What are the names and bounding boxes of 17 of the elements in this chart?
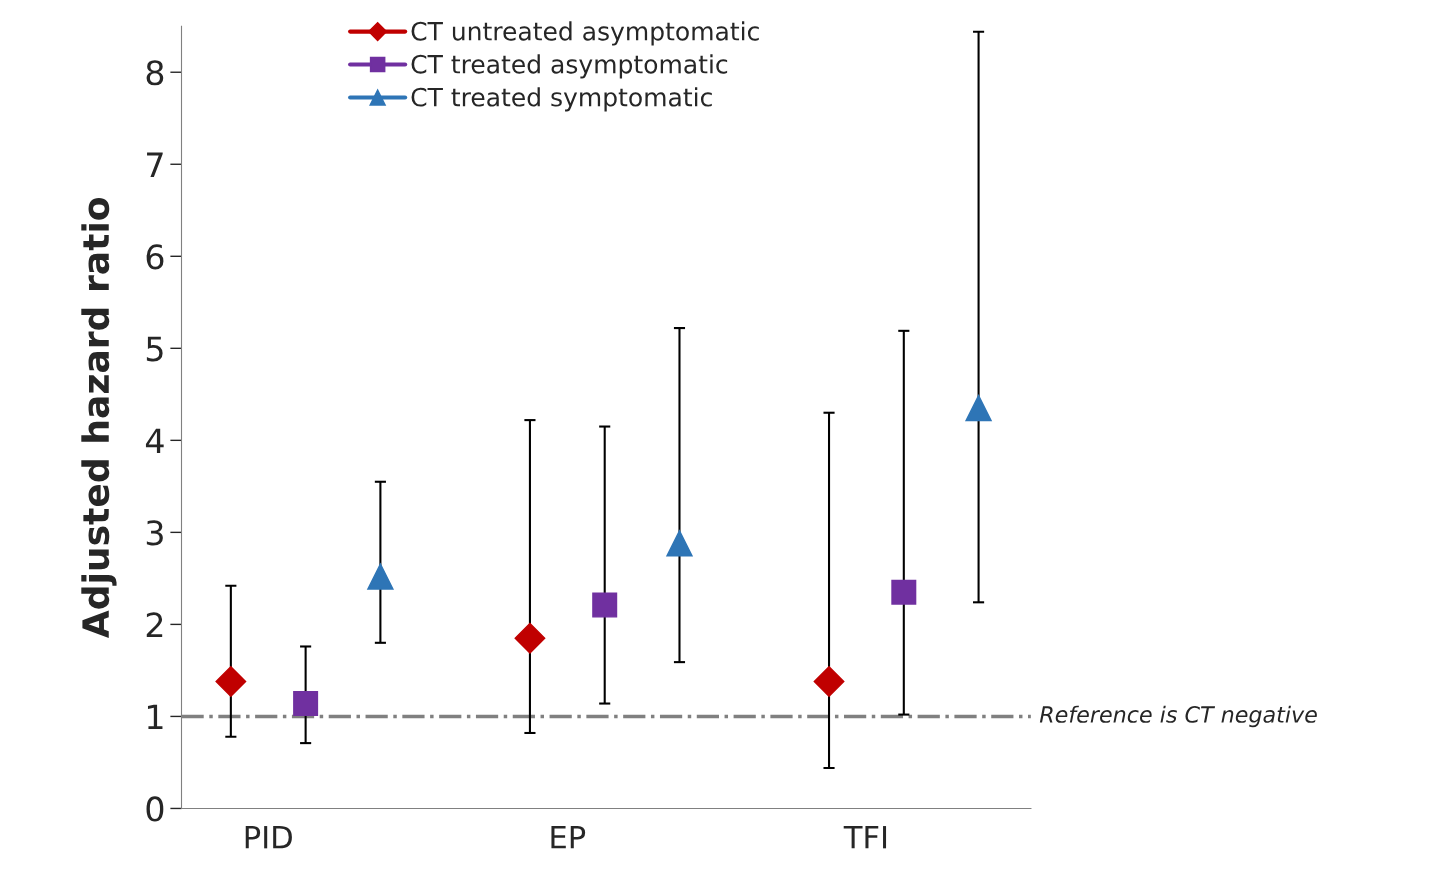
ref-line-label: Reference is CT negative [1039,705,1317,728]
y-axis-title: Adjusted hazard ratio [81,197,117,639]
y-tick-label: 8 [146,60,164,86]
y-tick-label: 2 [146,612,163,638]
y-tick-label: 6 [146,244,164,270]
legend-label: CT untreated asymptomatic [411,21,759,46]
y-tick-label: 3 [146,520,163,546]
y-tick-label: 1 [147,704,163,730]
y-tick-label: 4 [145,428,164,454]
x-tick-label: EP [551,826,586,849]
legend-label: CT treated asymptomatic [411,54,728,79]
legend-label: CT treated symptomatic [411,87,712,112]
x-tick-label: TFI [843,826,887,849]
y-tick-label: 7 [147,152,163,177]
y-tick-label: 0 [146,796,164,822]
y-tick-label: 5 [146,336,163,362]
x-tick-label: PID [245,826,292,849]
